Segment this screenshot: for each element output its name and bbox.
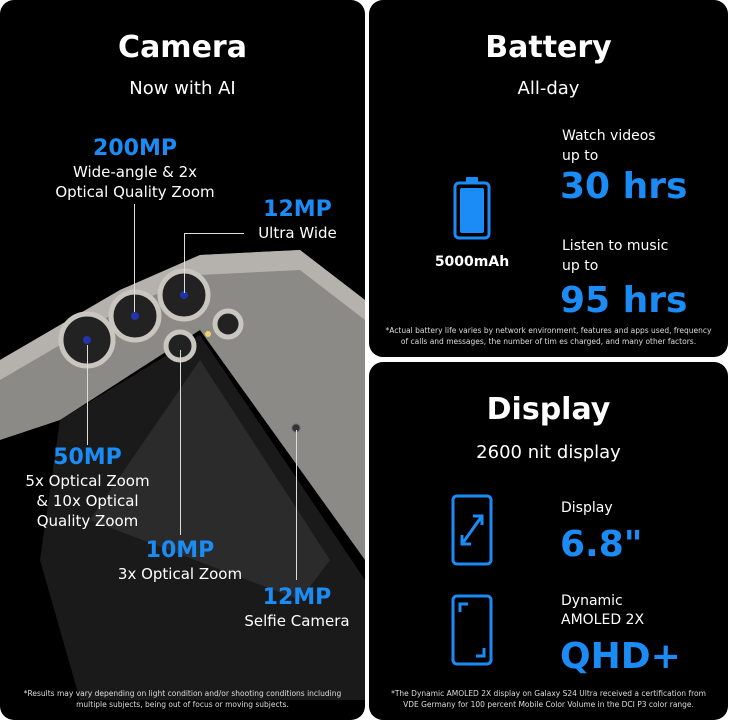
video-label: Watch videos up to <box>562 128 656 164</box>
camera-subtitle: Now with AI <box>129 78 236 99</box>
battery-icon <box>453 177 491 240</box>
battery-panel: Battery All-day 5000mAh Watch videos up t… <box>369 0 728 357</box>
battery-footnote: *Actual battery life varies by network e… <box>385 326 712 346</box>
battery-subtitle: All-day <box>517 78 580 99</box>
video-value: 30 hrs <box>560 166 688 207</box>
music-label: Listen to music up to <box>562 238 669 274</box>
battery-title: Battery <box>485 30 612 65</box>
display-size-icon <box>451 494 493 566</box>
spec-12mp-ultra-wide: 12MP Ultra Wide <box>258 197 337 242</box>
type-label: Dynamic AMOLED 2X <box>561 593 645 628</box>
camera-footnote: *Results may vary depending on light con… <box>23 689 342 709</box>
display-title: Display <box>486 392 611 427</box>
camera-panel: Camera Now with AI 200MP Wide-angle & 2x… <box>0 0 365 720</box>
type-value: QHD+ <box>560 636 681 677</box>
music-value: 95 hrs <box>560 280 688 321</box>
camera-title: Camera <box>118 30 247 65</box>
spec-12mp-selfie: 12MP Selfie Camera <box>244 585 350 630</box>
display-footnote: *The Dynamic AMOLED 2X display on Galaxy… <box>391 689 706 709</box>
display-panel: Display 2600 nit display Display 6.8" Dy… <box>369 362 728 720</box>
spec-10mp: 10MP 3x Optical Zoom <box>117 538 243 583</box>
size-label: Display <box>561 500 613 516</box>
display-resolution-icon <box>451 594 493 666</box>
battery-capacity: 5000mAh <box>434 254 510 270</box>
spec-200mp: 200MP Wide-angle & 2x Optical Quality Zoo… <box>55 136 215 201</box>
phone-image <box>0 250 365 700</box>
spec-50mp: 50MP 5x Optical Zoom & 10x Optical Quality… <box>25 445 150 530</box>
size-value: 6.8" <box>560 524 643 565</box>
display-subtitle: 2600 nit display <box>476 442 621 463</box>
